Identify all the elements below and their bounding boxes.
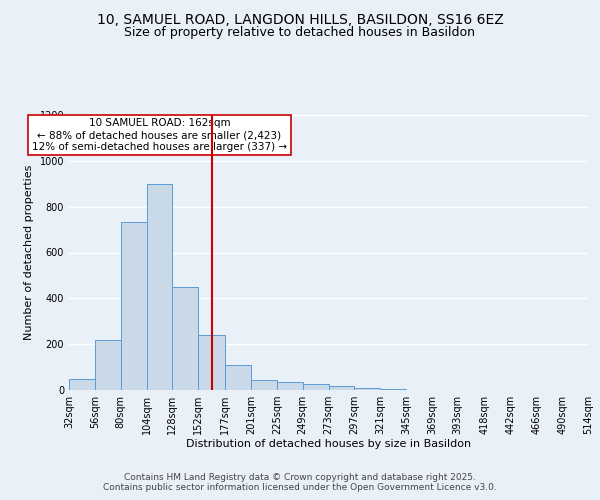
Text: 10 SAMUEL ROAD: 162sqm
← 88% of detached houses are smaller (2,423)
12% of semi-: 10 SAMUEL ROAD: 162sqm ← 88% of detached… bbox=[32, 118, 287, 152]
Bar bbox=[380, 389, 406, 390]
Text: 10, SAMUEL ROAD, LANGDON HILLS, BASILDON, SS16 6EZ: 10, SAMUEL ROAD, LANGDON HILLS, BASILDON… bbox=[97, 12, 503, 26]
Text: Size of property relative to detached houses in Basildon: Size of property relative to detached ho… bbox=[125, 26, 476, 39]
Bar bbox=[277, 382, 302, 390]
Bar bbox=[251, 380, 277, 390]
Y-axis label: Number of detached properties: Number of detached properties bbox=[24, 165, 34, 340]
Bar bbox=[146, 184, 172, 390]
X-axis label: Distribution of detached houses by size in Basildon: Distribution of detached houses by size … bbox=[186, 438, 471, 448]
Bar bbox=[225, 365, 251, 390]
Text: Contains HM Land Registry data © Crown copyright and database right 2025.
Contai: Contains HM Land Registry data © Crown c… bbox=[103, 473, 497, 492]
Bar bbox=[329, 386, 355, 390]
Bar bbox=[95, 340, 121, 390]
Bar bbox=[172, 287, 198, 390]
Bar bbox=[302, 384, 329, 390]
Bar bbox=[198, 335, 225, 390]
Bar bbox=[69, 378, 95, 390]
Bar bbox=[355, 388, 380, 390]
Bar bbox=[121, 222, 146, 390]
